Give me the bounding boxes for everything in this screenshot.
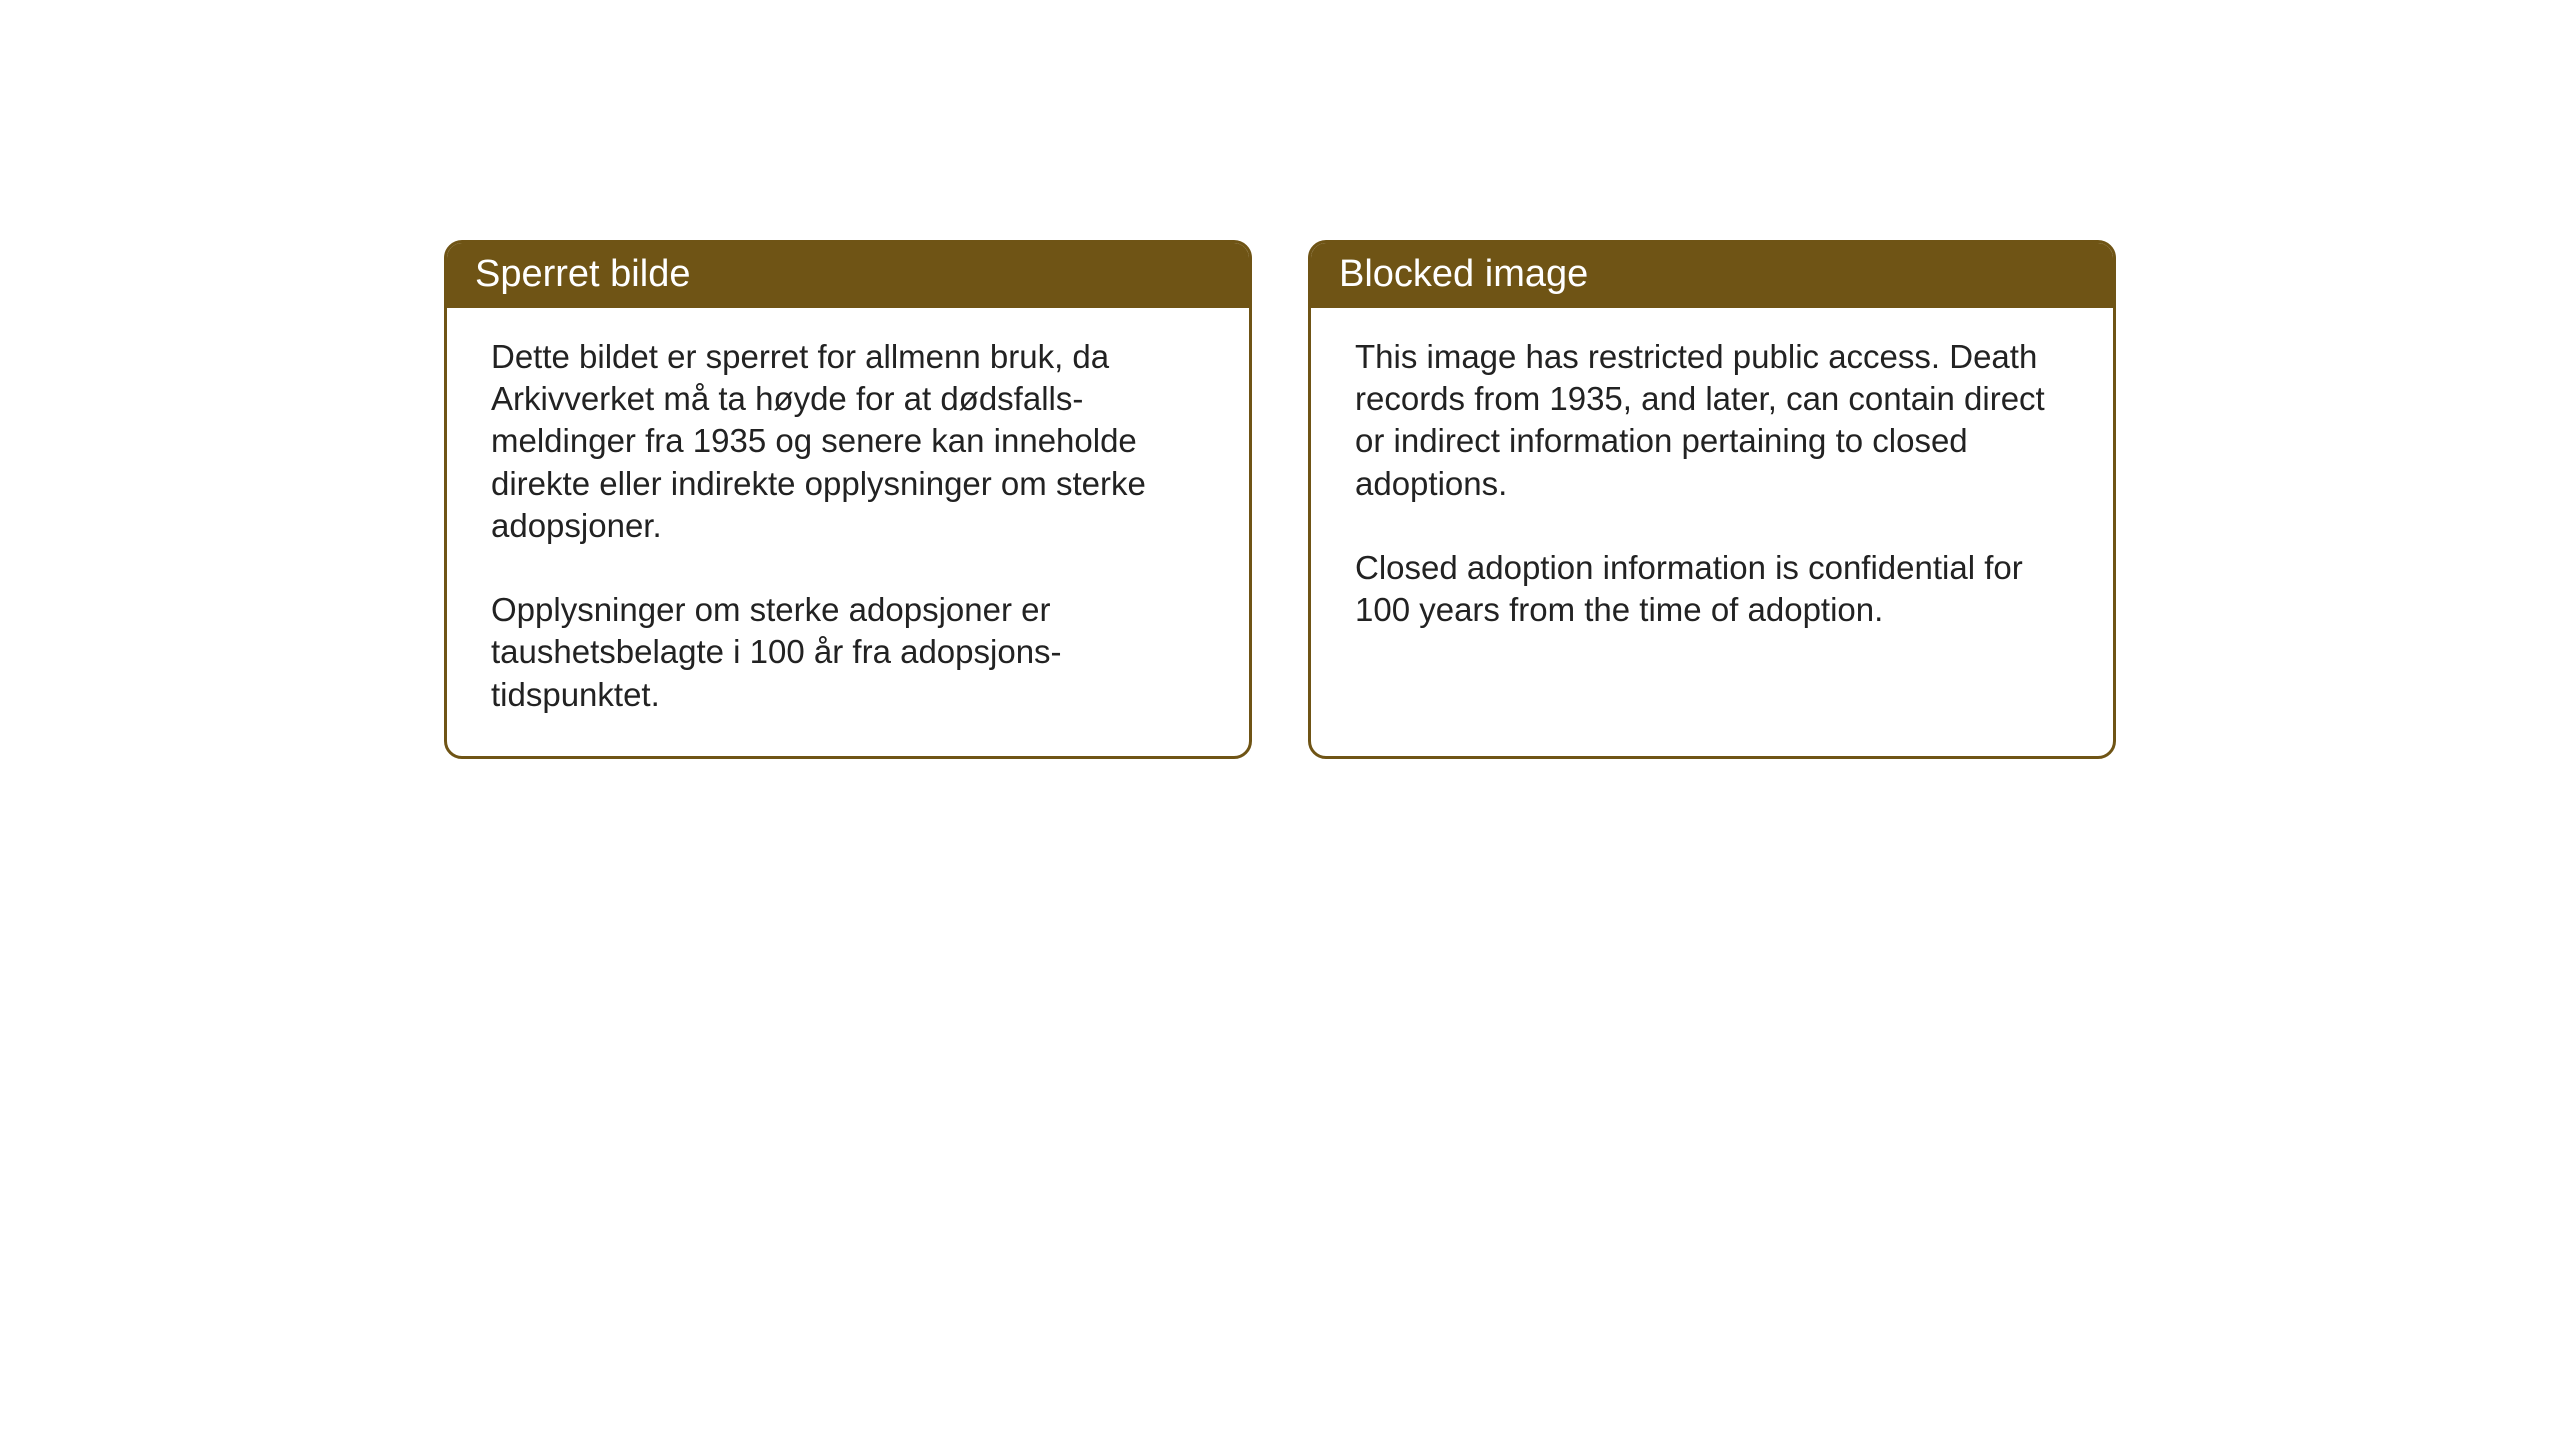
notice-paragraph-2-english: Closed adoption information is confident…: [1355, 547, 2069, 631]
notice-container: Sperret bilde Dette bildet er sperret fo…: [444, 240, 2116, 759]
notice-paragraph-1-english: This image has restricted public access.…: [1355, 336, 2069, 505]
notice-paragraph-2-norwegian: Opplysninger om sterke adopsjoner er tau…: [491, 589, 1205, 716]
notice-box-english: Blocked image This image has restricted …: [1308, 240, 2116, 759]
notice-body-english: This image has restricted public access.…: [1311, 308, 2113, 756]
notice-title-english: Blocked image: [1311, 243, 2113, 308]
notice-paragraph-1-norwegian: Dette bildet er sperret for allmenn bruk…: [491, 336, 1205, 547]
notice-title-norwegian: Sperret bilde: [447, 243, 1249, 308]
notice-body-norwegian: Dette bildet er sperret for allmenn bruk…: [447, 308, 1249, 752]
notice-box-norwegian: Sperret bilde Dette bildet er sperret fo…: [444, 240, 1252, 759]
